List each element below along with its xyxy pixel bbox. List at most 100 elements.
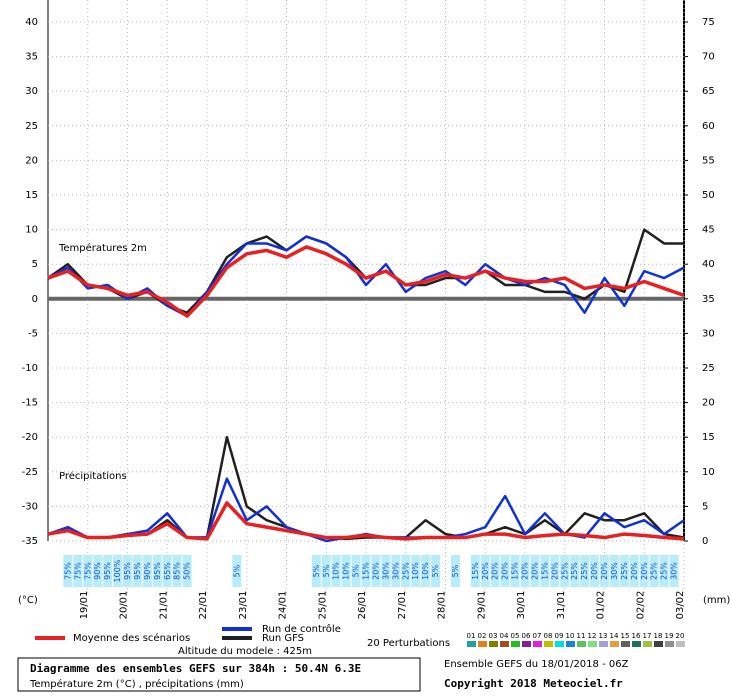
perturbation-swatch (522, 641, 531, 647)
x-tick-label: 01/02 (596, 591, 607, 620)
y2-tick-label: 15 (702, 432, 715, 443)
snow-box (381, 555, 391, 587)
snow-label: 15% (511, 562, 520, 580)
y2-unit: (mm) (703, 595, 730, 606)
snow-box (341, 555, 351, 587)
perturbation-swatch (500, 641, 509, 647)
copyright: Copyright 2018 Meteociel.fr (444, 677, 623, 690)
x-tick-label: 22/01 (198, 591, 209, 620)
snow-label: 20% (501, 562, 510, 580)
snow-label: 100% (113, 559, 122, 582)
perturbation-swatch (665, 641, 674, 647)
x-tick-label: 29/01 (476, 591, 487, 620)
perturbation-label: 02 (478, 632, 487, 640)
snow-box (73, 555, 83, 587)
snow-box (639, 555, 649, 587)
snow-box (103, 555, 113, 587)
snow-label: 10% (342, 562, 351, 580)
snow-box (659, 555, 669, 587)
snow-box (172, 555, 182, 587)
perturbation-swatch (654, 641, 663, 647)
perturbation-swatch (555, 641, 564, 647)
snow-label: 20% (530, 562, 539, 580)
y2-tick-label: 25 (702, 363, 715, 374)
legend-label: Moyenne des scénarios (73, 632, 190, 644)
snow-box (600, 555, 609, 587)
snow-label: 90% (143, 562, 152, 580)
perturbation-swatch (489, 641, 498, 647)
snow-label: 85% (173, 562, 182, 580)
snow-label: 10% (332, 562, 341, 580)
perturbation-label: 05 (511, 632, 520, 640)
snow-box (232, 555, 242, 587)
snow-label: 5% (431, 564, 440, 577)
snow-label: 95% (103, 562, 112, 580)
snow-label: 20% (521, 562, 530, 580)
x-tick-label: 27/01 (397, 591, 408, 620)
y2-tick-label: 50 (702, 190, 715, 201)
perturbation-label: 16 (632, 632, 641, 640)
y-tick-label: 0 (32, 294, 38, 305)
snow-box (113, 555, 123, 587)
y-unit: (°C) (18, 595, 38, 606)
y-tick-label: -35 (22, 536, 38, 547)
snow-label: 90% (93, 562, 102, 580)
y2-tick-label: 0 (702, 536, 708, 547)
x-tick-label: 28/01 (437, 591, 448, 620)
snow-label: 15% (471, 562, 480, 580)
run-info: Ensemble GEFS du 18/01/2018 - 06Z (444, 659, 629, 670)
snow-label: 20% (371, 562, 380, 580)
y2-tick-label: 10 (702, 467, 715, 478)
snow-box (351, 555, 361, 587)
y-tick-label: -30 (22, 501, 38, 512)
snow-label: 20% (590, 562, 599, 580)
snow-box (540, 555, 550, 587)
x-tick-label: 23/01 (238, 591, 249, 620)
snow-box (629, 555, 639, 587)
snow-label: 5% (232, 564, 241, 577)
perturbation-swatch (467, 641, 476, 647)
snow-label: 30% (391, 562, 400, 580)
perturbation-swatch (599, 641, 608, 647)
temperature-line (47, 245, 685, 318)
perturbation-swatch (588, 641, 597, 647)
x-tick-label: 21/01 (158, 591, 169, 620)
perturbation-label: 19 (665, 632, 674, 640)
snow-box (391, 555, 401, 587)
snow-box (470, 555, 480, 587)
precip-line (47, 501, 685, 541)
temp-label: Températures 2m (58, 242, 147, 254)
y2-tick-label: 45 (702, 225, 715, 236)
y-tick-label: 10 (25, 225, 38, 236)
snow-label: 10% (421, 562, 430, 580)
snow-box (510, 555, 520, 587)
y-tick-label: 35 (25, 52, 38, 63)
snow-label: 25% (620, 562, 629, 580)
snow-label: 25% (401, 562, 410, 580)
y-tick-label: 25 (25, 121, 38, 132)
snow-box (132, 555, 142, 587)
x-tick-label: 20/01 (119, 591, 130, 620)
y2-tick-label: 55 (702, 155, 715, 166)
snow-box (450, 555, 460, 587)
perturbation-swatch (566, 641, 575, 647)
perturbation-swatch (621, 641, 630, 647)
y-tick-label: 15 (25, 190, 38, 201)
perturbation-label: 08 (544, 632, 553, 640)
snow-label: 20% (640, 562, 649, 580)
perturbation-label: 03 (489, 632, 498, 640)
snow-box (152, 555, 162, 587)
perturbation-label: 20 (676, 632, 685, 640)
snow-label: 30% (670, 562, 679, 580)
snow-label: 25% (650, 562, 659, 580)
snow-label: 25% (570, 562, 579, 580)
y2-tick-label: 60 (702, 121, 715, 132)
snow-label: 5% (312, 564, 321, 577)
snow-box (590, 555, 600, 587)
y-tick-label: -10 (22, 363, 38, 374)
perturbation-swatch (544, 641, 553, 647)
perturbation-label: 15 (621, 632, 630, 640)
snow-box (530, 555, 540, 587)
perturbation-label: 10 (566, 632, 575, 640)
snow-box (142, 555, 152, 587)
